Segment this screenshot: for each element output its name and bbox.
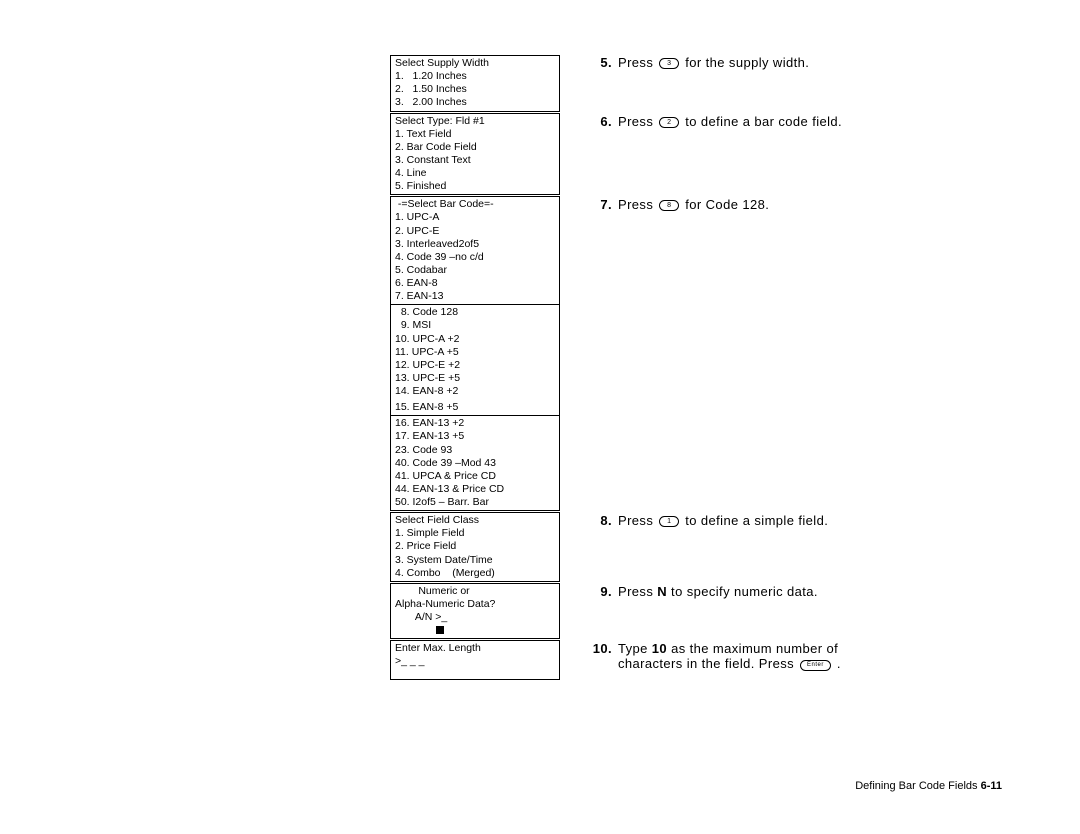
step-5-instruction: 5. Press 3 for the supply width. — [588, 55, 809, 70]
step-10-instruction: 10. Type 10 as the maximum number of cha… — [588, 641, 841, 671]
screen-item: 3. System Date/Time — [395, 554, 555, 567]
screen-item: 13. UPC-E +5 — [395, 372, 555, 385]
step-8-row: Select Field Class 1. Simple Field 2. Pr… — [390, 513, 1030, 582]
screen-item: 15. EAN-8 +5 — [395, 401, 555, 414]
step-6-instruction: 6. Press 2 to define a bar code field. — [588, 114, 842, 129]
screen-item: 40. Code 39 –Mod 43 — [395, 457, 555, 470]
step-number: 6. — [588, 114, 612, 129]
step-text: Press 2 to define a bar code field. — [618, 114, 842, 129]
step-8-instruction: 8. Press 1 to define a simple field. — [588, 513, 828, 528]
barcode-screens-stack: -=Select Bar Code=- 1. UPC-A 2. UPC-E 3.… — [390, 196, 560, 511]
screen-field-class: Select Field Class 1. Simple Field 2. Pr… — [390, 512, 560, 582]
screen-item: 8. Code 128 — [395, 306, 555, 319]
screen-item: 50. I2of5 – Barr. Bar — [395, 496, 555, 509]
screen-item: 3. Interleaved2of5 — [395, 238, 555, 251]
step-9-row: Numeric or Alpha-Numeric Data? A/N >_ 9.… — [390, 584, 1030, 640]
screen-line: A/N >_ — [395, 611, 555, 624]
screen-item: 4. Code 39 –no c/d — [395, 251, 555, 264]
screen-item: 2. 1.50 Inches — [395, 83, 555, 96]
screen-item: 9. MSI — [395, 319, 555, 332]
screen-item: 6. EAN-8 — [395, 277, 555, 290]
screen-max-length: Enter Max. Length >_ _ _ — [390, 640, 560, 679]
screen-numeric: Numeric or Alpha-Numeric Data? A/N >_ — [390, 583, 560, 640]
screen-item: 1. Simple Field — [395, 527, 555, 540]
screen-item: 41. UPCA & Price CD — [395, 470, 555, 483]
screen-item: 3. 2.00 Inches — [395, 96, 555, 109]
screen-line: Numeric or — [395, 585, 555, 598]
screen-barcode-1: -=Select Bar Code=- 1. UPC-A 2. UPC-E 3.… — [390, 196, 560, 305]
screen-item: 4. Combo (Merged) — [395, 567, 555, 580]
step-5-row: Select Supply Width 1. 1.20 Inches 2. 1.… — [390, 55, 1030, 112]
step-text: Press 3 for the supply width. — [618, 55, 809, 70]
screen-item: 4. Line — [395, 167, 555, 180]
screen-line: Enter Max. Length — [395, 642, 555, 655]
screen-title: -=Select Bar Code=- — [395, 198, 555, 211]
screen-item: 1. 1.20 Inches — [395, 70, 555, 83]
screen-barcode-2: 8. Code 128 9. MSI 10. UPC-A +2 11. UPC-… — [390, 305, 560, 416]
screen-line: Alpha-Numeric Data? — [395, 598, 555, 611]
screen-item: 2. UPC-E — [395, 225, 555, 238]
screen-item: 3. Constant Text — [395, 154, 555, 167]
step-7-instruction: 7. Press 8 for Code 128. — [588, 197, 769, 212]
screen-title: Select Supply Width — [395, 57, 555, 70]
screen-item: 1. Text Field — [395, 128, 555, 141]
step-number: 8. — [588, 513, 612, 528]
step-number: 9. — [588, 584, 612, 599]
screen-barcode-3: 16. EAN-13 +2 17. EAN-13 +5 23. Code 93 … — [390, 416, 560, 511]
screen-item: 10. UPC-A +2 — [395, 333, 555, 346]
screen-supply-width: Select Supply Width 1. 1.20 Inches 2. 1.… — [390, 55, 560, 112]
screen-title: Select Type: Fld #1 — [395, 115, 555, 128]
screen-item: 14. EAN-8 +2 — [395, 385, 555, 398]
step-number: 5. — [588, 55, 612, 70]
enter-key-icon: Enter — [800, 660, 831, 671]
step-10-row: Enter Max. Length >_ _ _ 10. Type 10 as … — [390, 641, 1030, 679]
step-number: 10. — [588, 641, 612, 656]
screen-item: 5. Codabar — [395, 264, 555, 277]
screen-item: 2. Price Field — [395, 540, 555, 553]
screen-item: 16. EAN-13 +2 — [395, 417, 555, 430]
step-text: Type 10 as the maximum number of charact… — [618, 641, 841, 671]
key-icon: 1 — [659, 516, 679, 527]
page-content: Select Supply Width 1. 1.20 Inches 2. 1.… — [390, 55, 1030, 682]
screen-title: Select Field Class — [395, 514, 555, 527]
step-9-instruction: 9. Press N to specify numeric data. — [588, 584, 818, 599]
key-icon: 2 — [659, 117, 679, 128]
step-7-row: -=Select Bar Code=- 1. UPC-A 2. UPC-E 3.… — [390, 197, 1030, 511]
screen-item: 5. Finished — [395, 180, 555, 193]
screen-item: 2. Bar Code Field — [395, 141, 555, 154]
footer-text: Defining Bar Code Fields — [855, 780, 980, 792]
key-icon: 8 — [659, 200, 679, 211]
screen-item: 11. UPC-A +5 — [395, 346, 555, 359]
step-text: Press N to specify numeric data. — [618, 584, 818, 599]
page-footer: Defining Bar Code Fields 6-11 — [855, 780, 1002, 792]
screen-line: >_ _ _ — [395, 655, 555, 668]
screen-item: 1. UPC-A — [395, 211, 555, 224]
cursor-line — [395, 624, 555, 637]
step-text: Press 1 to define a simple field. — [618, 513, 828, 528]
screen-select-type: Select Type: Fld #1 1. Text Field 2. Bar… — [390, 113, 560, 196]
screen-item: 7. EAN-13 — [395, 290, 555, 303]
cursor-icon — [436, 626, 444, 634]
footer-page: 6-11 — [981, 780, 1002, 792]
key-icon: 3 — [659, 58, 679, 69]
screen-item: 23. Code 93 — [395, 444, 555, 457]
step-number: 7. — [588, 197, 612, 212]
step-text: Press 8 for Code 128. — [618, 197, 769, 212]
screen-item: 44. EAN-13 & Price CD — [395, 483, 555, 496]
step-6-row: Select Type: Fld #1 1. Text Field 2. Bar… — [390, 114, 1030, 196]
screen-item: 17. EAN-13 +5 — [395, 430, 555, 443]
screen-item: 12. UPC-E +2 — [395, 359, 555, 372]
